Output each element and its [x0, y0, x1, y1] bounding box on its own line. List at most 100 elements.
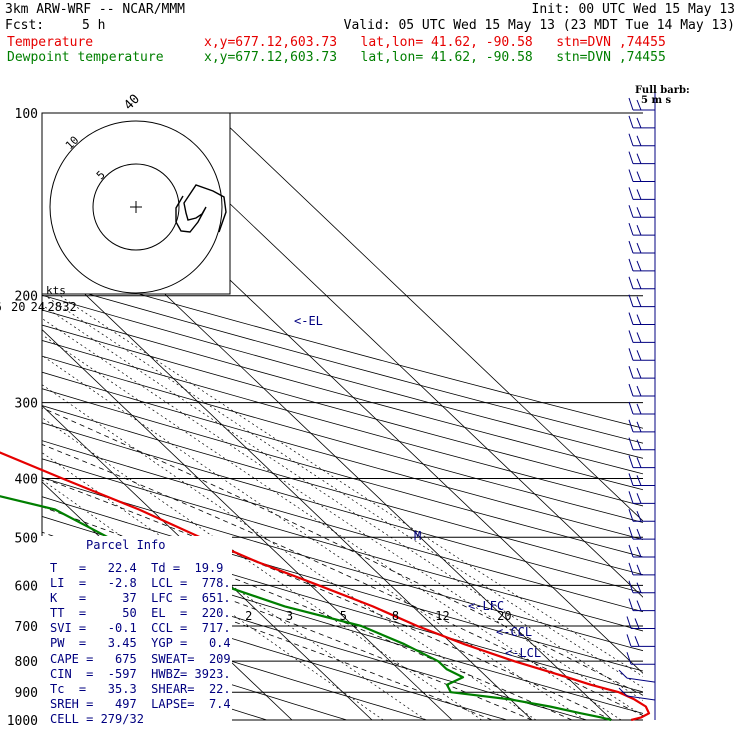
wind-barb-flag	[628, 491, 634, 504]
temperature-label: 40	[121, 92, 143, 114]
wind-barb-flag	[636, 224, 642, 236]
wind-barb-flag	[628, 330, 634, 343]
wind-barb-flag	[628, 187, 634, 200]
mixing-ratio-label: 16	[0, 300, 2, 314]
mixing-ratio-label: 28	[48, 300, 62, 314]
parcel-info-panel: Parcel Info T = 22.4 Td = 19.9 LI = -2.8…	[40, 536, 232, 732]
isotherm	[134, 113, 643, 598]
wind-barb-flag	[628, 348, 634, 361]
barb-key-units: 5 m s	[641, 95, 672, 106]
forecast-hour: 5 h	[82, 18, 106, 33]
hodograph-ring-inner	[92, 163, 180, 251]
pressure-label: 200	[15, 290, 38, 305]
wind-barb-flag	[628, 419, 634, 432]
isotherm	[42, 252, 533, 720]
hodograph-units: kts	[46, 284, 66, 297]
dry-adiabat	[42, 578, 507, 720]
isotherm	[42, 328, 453, 720]
wind-barb-flag	[636, 528, 642, 540]
wind-barb-flag	[634, 636, 640, 647]
level-marker: <-CCL	[496, 625, 532, 639]
parcel-row: CAPE = 675 SWEAT= 209	[50, 652, 231, 666]
parcel-row: Tc = 35.3 SHEAR= 22.	[50, 682, 231, 696]
wind-barb-flag	[628, 151, 634, 164]
wind-barb-flag	[636, 475, 642, 486]
wind-barb-flag	[636, 457, 642, 468]
wind-barb-flag	[636, 564, 642, 576]
dry-adiabat	[42, 309, 643, 475]
wind-barb-flag	[636, 385, 642, 397]
wind-barb-flag	[628, 240, 634, 254]
mixing-ratio-line	[44, 295, 643, 688]
isotherm	[214, 113, 643, 522]
dewpoint-location: x,y=677.12,603.73 lat,lon= 41.62, -90.58…	[204, 50, 666, 65]
wind-barb-flag	[628, 383, 634, 397]
mixing-ratio-label: 20	[11, 300, 25, 314]
wind-barb-flag	[628, 169, 634, 182]
mixing-ratio-line	[42, 417, 482, 720]
wind-barb-flag	[628, 366, 634, 379]
dry-adiabat	[42, 601, 427, 720]
mixing-ratio-label: 12	[435, 609, 449, 623]
moist-adiabat	[42, 554, 493, 720]
wind-barb-flag	[628, 509, 634, 522]
wind-barb-flag	[628, 455, 634, 468]
parcel-row: CELL = 279/32	[50, 712, 144, 726]
level-marker: <-EL	[294, 314, 323, 328]
level-marker: M	[414, 529, 421, 543]
wind-barb-flag	[628, 97, 634, 111]
parcel-row: LI = -2.8 LCL = 778.	[50, 576, 231, 590]
wind-barb-flag	[626, 616, 632, 629]
wind-barb-flag	[636, 582, 642, 593]
wind-barb-flag	[628, 473, 634, 486]
mixing-ratio-label: 8	[392, 609, 399, 623]
wind-barb-flag	[636, 153, 642, 164]
wind-barb-flag	[628, 598, 634, 611]
wind-barb-flag	[628, 258, 634, 272]
wind-barb-flag	[618, 687, 628, 697]
parcel-row: K = 37 LFC = 651.	[50, 591, 231, 605]
dry-adiabat	[42, 339, 643, 507]
dry-adiabat	[42, 458, 643, 632]
wind-barb-flag	[636, 421, 642, 433]
wind-barb-flag	[636, 171, 642, 182]
wind-barb-flag	[628, 562, 634, 576]
wind-barb-flag	[636, 350, 642, 361]
mixing-ratio-label: 5	[340, 609, 347, 623]
valid-time: Valid: 05 UTC Wed 15 May 13 (23 MDT Tue …	[343, 18, 735, 33]
wind-barb	[626, 695, 656, 701]
parcel-row: T = 22.4 Td = 19.9	[50, 561, 224, 575]
wind-barb-flag	[628, 205, 634, 218]
mixing-ratio-label: 24	[31, 300, 45, 314]
barb-key-label: Full barb:	[635, 85, 690, 96]
pressure-label: 700	[15, 620, 38, 635]
pressure-label: 500	[15, 531, 38, 546]
model-title: 3km ARW-WRF -- NCAR/MMM	[5, 2, 186, 17]
level-marker: <-LFC	[468, 599, 504, 613]
pressure-label: 100	[15, 107, 38, 122]
hodograph-ring-outer	[49, 120, 223, 294]
wind-barb-flag	[636, 511, 642, 522]
parcel-row: TT = 50 EL = 220.	[50, 606, 231, 620]
wind-barb-flag	[636, 332, 642, 343]
wind-barb-flag	[636, 367, 642, 379]
forecast-label: Fcst:	[5, 18, 45, 33]
wind-barb-flag	[626, 634, 632, 647]
temperature-location: x,y=677.12,603.73 lat,lon= 41.62, -90.58…	[204, 35, 666, 50]
wind-barb-flag	[628, 437, 634, 450]
temperature-line	[0, 451, 651, 722]
dry-adiabat	[42, 324, 643, 491]
wind-barb-flag	[636, 403, 642, 415]
wind-barb-flag	[628, 133, 634, 146]
dry-adiabat	[42, 422, 643, 594]
parcel-row: PW = 3.45 YGP = 0.4	[50, 636, 231, 650]
dry-adiabat	[42, 294, 643, 459]
wind-barb-flag	[618, 669, 628, 679]
pressure-label: 900	[15, 686, 38, 701]
pressure-label: 600	[15, 579, 38, 594]
wind-barb-flag	[628, 526, 634, 540]
wind-barb-flag	[628, 401, 634, 415]
dry-adiabat	[42, 440, 643, 613]
